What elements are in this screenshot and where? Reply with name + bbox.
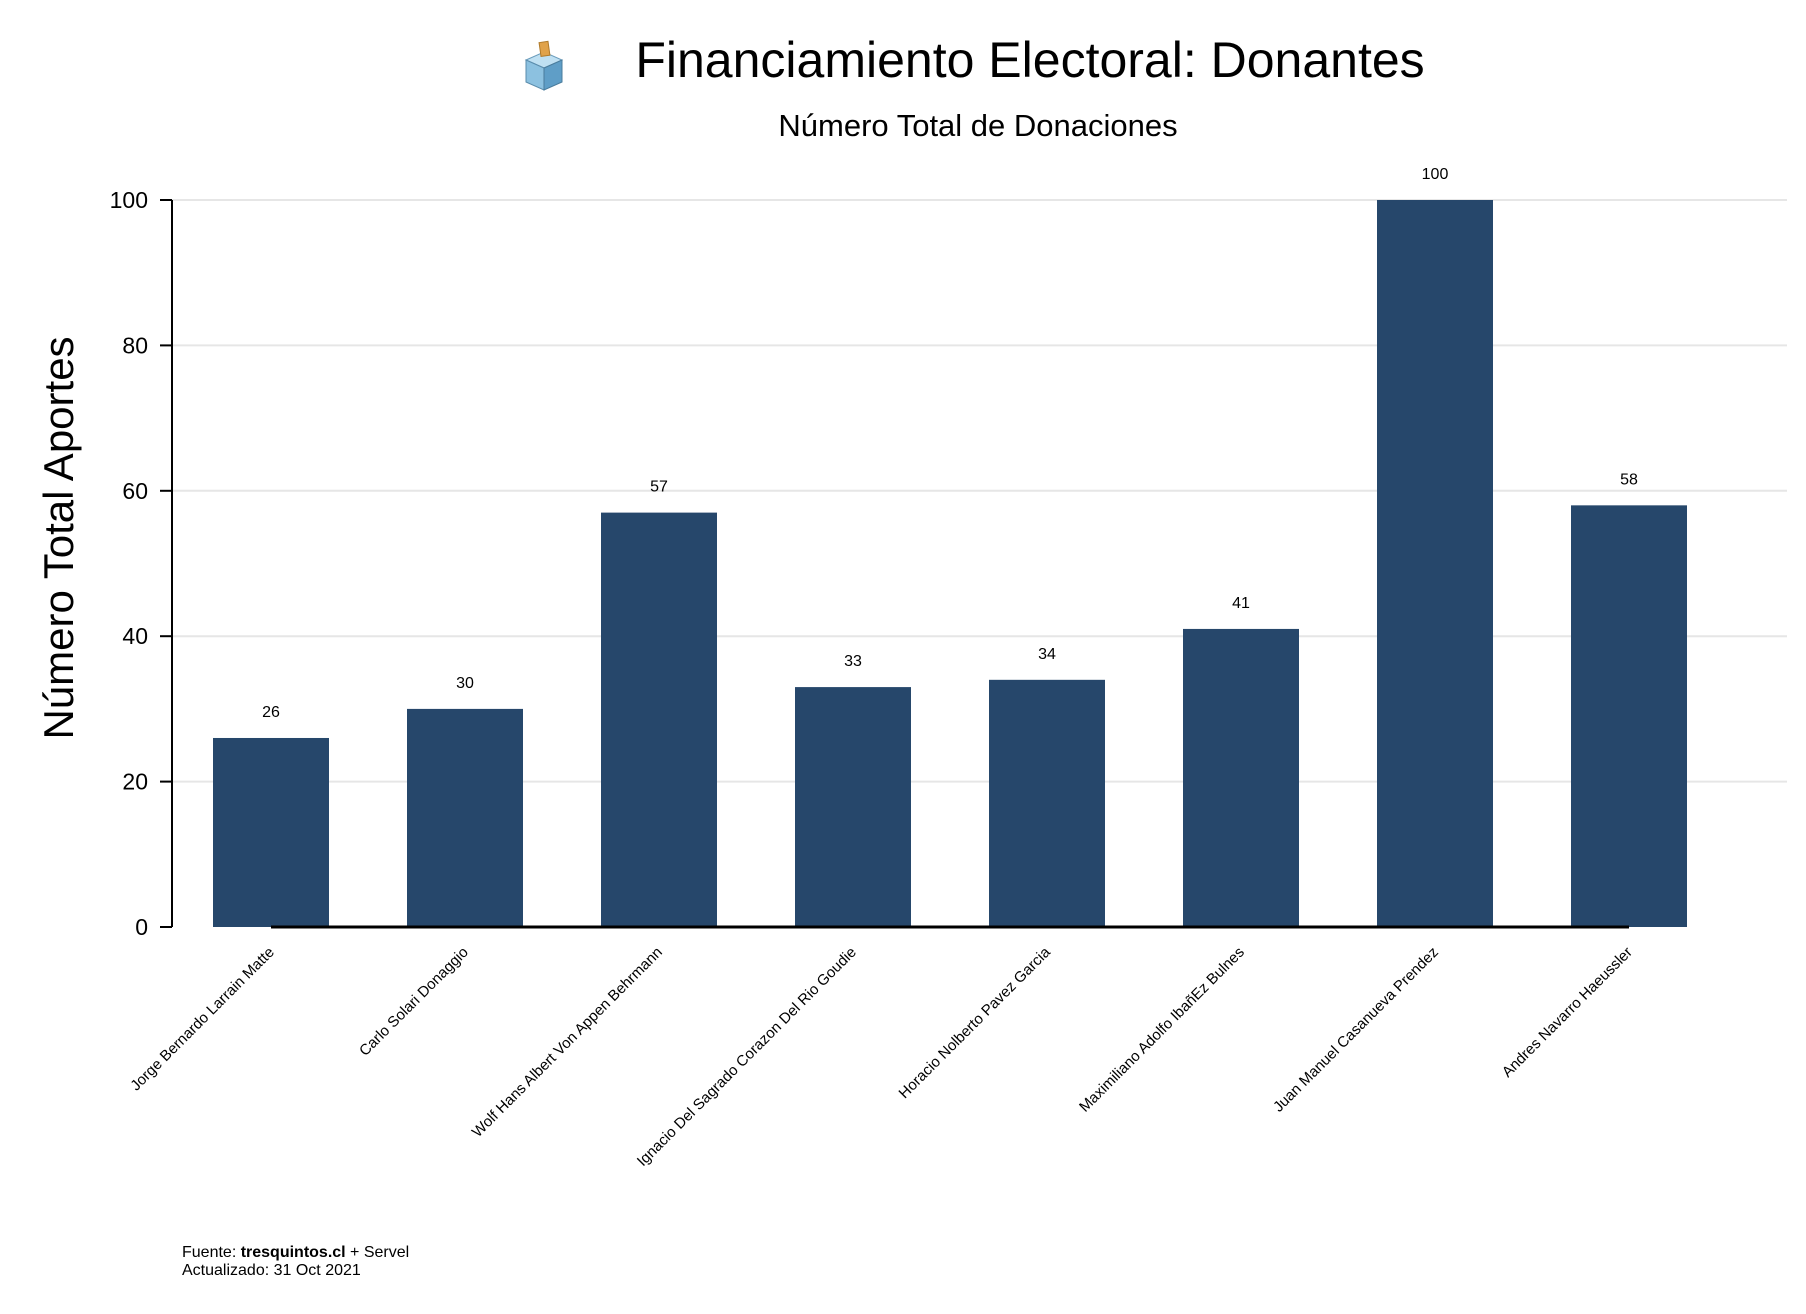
bar (601, 512, 717, 927)
x-tick-label: Horacio Nolberto Pavez Garcia (896, 943, 1055, 1102)
y-tick-label: 20 (122, 769, 148, 795)
grid-lines (172, 199, 1787, 783)
bar (989, 679, 1105, 927)
x-tick-label: Wolf Hans Albert Von Appen Behrmann (469, 944, 666, 1141)
source-line: Fuente: tresquintos.cl + Servel (182, 1244, 409, 1262)
bar (1377, 200, 1493, 927)
updated-line: Actualizado: 31 Oct 2021 (182, 1262, 361, 1279)
x-tick-label: Jorge Bernardo Larrain Matte (127, 944, 278, 1095)
data-label: 100 (1422, 166, 1449, 183)
footer: Fuente: tresquintos.cl + Servel Actualiz… (182, 1244, 409, 1280)
bars (213, 200, 1687, 927)
data-label: 33 (844, 653, 862, 670)
source-suffix: + Servel (345, 1244, 410, 1261)
x-tick-label: Maximiliano Adolfo IbañEz Bulnes (1076, 944, 1248, 1116)
bar (407, 708, 523, 927)
y-tick-label: 0 (135, 914, 148, 940)
bar (795, 687, 911, 927)
y-tick-labels: 0 20 40 60 80 100 (110, 187, 148, 940)
y-axis-title: Número Total Aportes (35, 336, 82, 739)
data-label: 58 (1620, 471, 1638, 488)
x-tick-label: Andres Navarro Haeussler (1499, 944, 1636, 1081)
bar (1571, 505, 1687, 927)
chart-subtitle: Número Total de Donaciones (778, 108, 1177, 143)
x-tick-label: Ignacio Del Sagrado Corazon Del Rio Goud… (634, 944, 860, 1170)
x-tick-label: Carlo Solari Donaggio (356, 944, 472, 1060)
data-label: 41 (1232, 595, 1250, 612)
data-label: 26 (262, 704, 280, 721)
x-tick-label: Juan Manuel Casanueva Prendez (1270, 944, 1442, 1116)
data-label: 30 (456, 675, 474, 692)
data-labels: 26 30 57 33 34 41 100 58 (262, 166, 1638, 721)
y-tick-label: 80 (122, 332, 148, 358)
source-prefix: Fuente: (182, 1244, 241, 1261)
chart-title: Financiamiento Electoral: Donantes (635, 32, 1424, 88)
y-tick-label: 100 (110, 187, 148, 213)
source-site: tresquintos.cl (240, 1244, 346, 1261)
y-tick-label: 40 (122, 623, 148, 649)
y-tick-label: 60 (122, 478, 148, 504)
ballot-box-icon (524, 40, 564, 91)
axes (160, 199, 1629, 929)
bar (213, 737, 329, 927)
data-label: 34 (1038, 646, 1056, 663)
x-tick-labels: Jorge Bernardo Larrain Matte Carlo Solari… (127, 943, 1636, 1170)
bar (1183, 628, 1299, 927)
data-label: 57 (650, 479, 668, 496)
